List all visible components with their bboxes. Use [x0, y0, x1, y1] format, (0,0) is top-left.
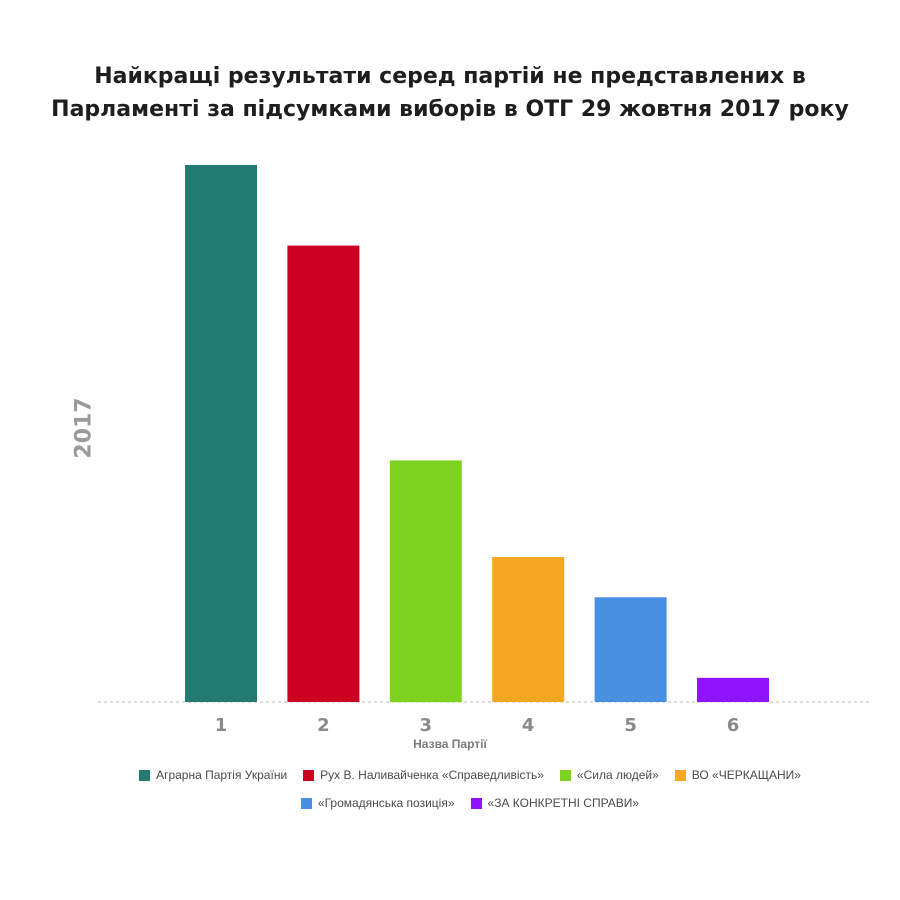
- bar-6: [697, 677, 769, 702]
- legend-swatch: [303, 769, 315, 781]
- bars-group: [185, 165, 769, 703]
- bar-4: [492, 557, 565, 702]
- legend-item-6: «ЗА КОНКРЕТНІ СПРАВИ»: [470, 796, 640, 810]
- legend-item-4: ВО «ЧЕРКАЩАНИ»: [674, 768, 801, 782]
- legend-item-3: «Сила людей»: [559, 768, 659, 782]
- legend-swatch: [559, 769, 571, 781]
- legend-label: ВО «ЧЕРКАЩАНИ»: [691, 768, 801, 782]
- x-tick-label-4: 4: [522, 715, 535, 736]
- legend-label: «Громадянська позиція»: [317, 796, 455, 810]
- legend-swatch: [470, 797, 482, 809]
- legend-item-2: Рух В. Наливайченка «Справедливість»: [303, 768, 544, 782]
- chart-title-line-1: Найкращі результати серед партій не пред…: [94, 64, 806, 89]
- legend: Аграрна Партія України Рух В. Наливайченк…: [100, 768, 840, 810]
- x-tick-label-6: 6: [727, 715, 740, 736]
- legend-swatch: [674, 769, 686, 781]
- chart-title: Найкращі результати серед партій не пред…: [30, 60, 870, 126]
- legend-label: Аграрна Партія України: [156, 768, 288, 782]
- x-tick-labels: 1 2 3 4 5 6: [215, 715, 740, 736]
- legend-item-1: Аграрна Партія України: [139, 768, 287, 782]
- x-tick-label-1: 1: [215, 715, 228, 736]
- bar-3: [389, 460, 462, 703]
- bar-1: [185, 165, 257, 702]
- x-axis-label: Назва Партії: [413, 737, 487, 751]
- bar-2: [287, 245, 360, 702]
- x-tick-label-3: 3: [420, 715, 433, 736]
- legend-label: «ЗА КОНКРЕТНІ СПРАВИ»: [487, 796, 640, 810]
- legend-label: «Сила людей»: [576, 768, 659, 782]
- legend-item-5: «Громадянська позиція»: [300, 796, 455, 810]
- legend-label: Рух В. Наливайченка «Справедливість»: [320, 768, 544, 782]
- legend-swatch: [139, 769, 151, 781]
- x-tick-label-5: 5: [624, 715, 637, 736]
- bar-5: [594, 597, 667, 702]
- x-tick-label-2: 2: [317, 715, 330, 736]
- legend-swatch: [300, 797, 312, 809]
- chart-title-line-2: Парламенті за підсумками виборів в ОТГ 2…: [51, 97, 849, 122]
